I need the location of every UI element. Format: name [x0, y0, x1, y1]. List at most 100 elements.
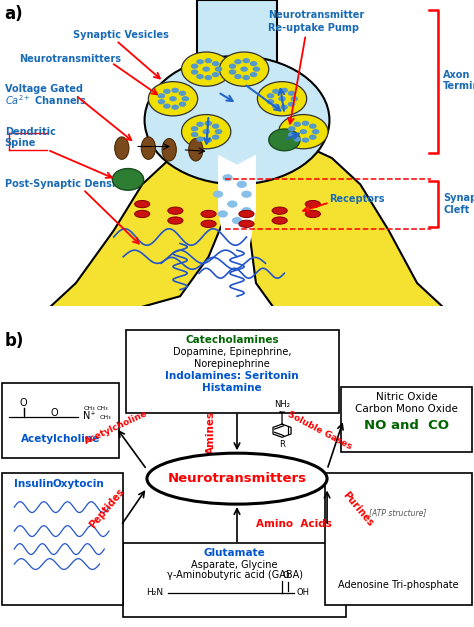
Text: Carbon Mono Oxide: Carbon Mono Oxide	[355, 404, 458, 414]
Text: NH₂: NH₂	[274, 400, 290, 409]
Circle shape	[182, 96, 189, 102]
Text: Axon
Terminal: Axon Terminal	[443, 70, 474, 92]
FancyBboxPatch shape	[2, 473, 123, 604]
Circle shape	[169, 96, 177, 102]
Circle shape	[240, 66, 248, 71]
Circle shape	[205, 58, 212, 63]
Circle shape	[312, 129, 319, 134]
Text: Synaptic Vesicles: Synaptic Vesicles	[73, 29, 169, 40]
Ellipse shape	[162, 139, 176, 161]
Text: O: O	[282, 571, 289, 580]
Ellipse shape	[168, 207, 183, 214]
Ellipse shape	[239, 210, 254, 218]
Text: Nitric Oxide: Nitric Oxide	[375, 392, 438, 402]
Circle shape	[215, 66, 222, 71]
Text: Spine: Spine	[5, 138, 36, 148]
Circle shape	[163, 88, 171, 94]
Circle shape	[309, 135, 317, 140]
Circle shape	[227, 201, 237, 208]
Ellipse shape	[135, 201, 150, 208]
Text: Dendritic: Dendritic	[5, 127, 55, 137]
Text: Glutamate: Glutamate	[204, 547, 265, 557]
Text: Voltage Gated: Voltage Gated	[5, 84, 83, 94]
Text: CH₃: CH₃	[84, 406, 96, 411]
Circle shape	[288, 126, 296, 132]
Circle shape	[288, 102, 295, 107]
Text: Re-uptake Pump: Re-uptake Pump	[268, 23, 359, 33]
Text: Neurotransmitter: Neurotransmitter	[268, 10, 364, 20]
Text: N⁺: N⁺	[83, 411, 96, 421]
Circle shape	[250, 61, 257, 66]
Circle shape	[267, 93, 274, 98]
Circle shape	[182, 115, 231, 149]
Text: [ATP structure]: [ATP structure]	[369, 508, 427, 517]
Ellipse shape	[305, 210, 320, 218]
Text: Insulin: Insulin	[14, 478, 54, 488]
Circle shape	[158, 93, 165, 98]
Circle shape	[191, 63, 199, 69]
Circle shape	[243, 58, 250, 63]
Circle shape	[293, 122, 301, 127]
Circle shape	[302, 137, 310, 143]
Text: Acetylcholine: Acetylcholine	[83, 409, 149, 446]
Bar	[197, 0, 277, 72]
Text: Adenosine Tri-phosphate: Adenosine Tri-phosphate	[338, 579, 458, 589]
Circle shape	[218, 210, 228, 218]
Circle shape	[191, 132, 199, 137]
Ellipse shape	[272, 217, 287, 224]
Circle shape	[288, 132, 296, 137]
Text: $Ca^{2+}$ Channels: $Ca^{2+}$ Channels	[5, 93, 86, 107]
Ellipse shape	[135, 210, 150, 218]
Text: Histamine: Histamine	[202, 383, 262, 393]
Polygon shape	[9, 148, 228, 310]
Text: b): b)	[5, 332, 24, 350]
Text: Neurotransmitters: Neurotransmitters	[19, 55, 121, 64]
Circle shape	[267, 99, 274, 104]
Circle shape	[163, 103, 171, 109]
Text: Catecholamines: Catecholamines	[185, 335, 279, 345]
Ellipse shape	[141, 137, 155, 159]
Circle shape	[309, 124, 317, 129]
Circle shape	[196, 137, 204, 142]
Circle shape	[158, 99, 165, 104]
Circle shape	[281, 105, 288, 110]
Text: Peptides: Peptides	[87, 487, 126, 530]
FancyBboxPatch shape	[2, 382, 118, 458]
Polygon shape	[218, 155, 256, 263]
Ellipse shape	[201, 220, 216, 228]
Text: NO and  CO: NO and CO	[364, 419, 449, 432]
Text: Asparate, Glycine: Asparate, Glycine	[191, 559, 278, 569]
Circle shape	[172, 88, 179, 93]
Polygon shape	[246, 145, 446, 310]
Circle shape	[234, 74, 242, 79]
Text: Acetylcholine: Acetylcholine	[21, 434, 100, 444]
Bar	[9, 306, 446, 329]
FancyBboxPatch shape	[341, 387, 472, 451]
Circle shape	[291, 96, 298, 102]
Text: CH₃: CH₃	[100, 415, 111, 420]
Circle shape	[202, 66, 210, 71]
Circle shape	[300, 129, 307, 134]
Circle shape	[212, 124, 219, 129]
Circle shape	[293, 137, 301, 142]
Circle shape	[219, 52, 269, 87]
Circle shape	[205, 120, 212, 126]
Text: Receptors: Receptors	[329, 194, 385, 204]
Circle shape	[196, 122, 204, 127]
Circle shape	[179, 91, 186, 96]
Circle shape	[222, 174, 233, 181]
Circle shape	[288, 91, 295, 96]
Circle shape	[112, 169, 144, 190]
Circle shape	[182, 52, 231, 87]
Text: Oxytocin: Oxytocin	[52, 478, 104, 488]
Circle shape	[148, 82, 198, 116]
Text: O: O	[20, 398, 27, 408]
Circle shape	[278, 96, 286, 102]
Circle shape	[202, 129, 210, 134]
Circle shape	[205, 75, 212, 80]
Text: OH: OH	[296, 588, 309, 597]
Ellipse shape	[168, 217, 183, 224]
Text: γ-Aminobutyric acid (GABA): γ-Aminobutyric acid (GABA)	[167, 570, 302, 580]
Circle shape	[281, 88, 288, 93]
Circle shape	[172, 105, 179, 110]
